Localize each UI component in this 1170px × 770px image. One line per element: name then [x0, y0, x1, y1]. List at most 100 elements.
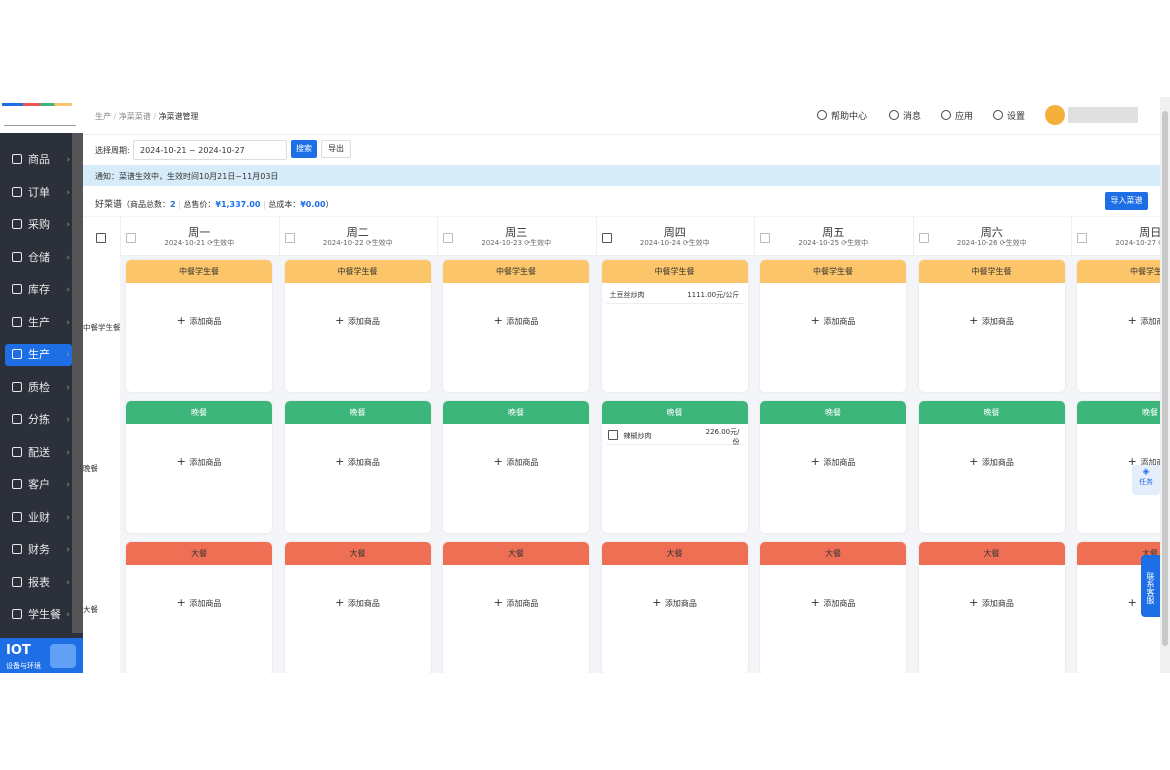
add-label: 添加商品 [347, 317, 380, 326]
day-checkbox[interactable] [1077, 233, 1087, 243]
menu-item[interactable]: 学生餐 › [5, 604, 72, 626]
item-checkbox[interactable] [607, 430, 618, 440]
add-product[interactable]: + 添加商品 [969, 596, 1014, 609]
add-label: 添加商品 [981, 599, 1014, 608]
date-range-text: 2024-10-21 ~ 2024-10-27 [140, 146, 245, 155]
col-divider [754, 217, 755, 255]
header-action[interactable]: 设置 [993, 109, 1025, 122]
menu-item[interactable]: 采购 › [5, 214, 72, 236]
menu-item[interactable]: 分拣 › [5, 409, 72, 431]
avatar[interactable] [1045, 105, 1065, 125]
menu-item[interactable]: 库存 › [5, 279, 72, 301]
cost: ¥0.00 [300, 200, 326, 209]
import-button[interactable]: 导入菜谱 [1105, 192, 1148, 210]
menu-item[interactable]: 生产 › [5, 312, 72, 334]
add-product[interactable]: + 添加商品 [176, 596, 222, 609]
header: 生产 / 净菜菜谱 / 净菜谱管理 帮助中心 消息 应用 设置 [83, 97, 1160, 135]
add-product[interactable]: + 添加商品 [176, 455, 222, 468]
menu-item[interactable]: 商品 › [5, 149, 72, 171]
day-date: 2024-10-23 [481, 239, 523, 247]
select-all[interactable] [96, 233, 106, 243]
meal-card: 大餐 + 添加商品 [284, 542, 431, 673]
breadcrumb-item[interactable]: 净菜谱管理 [158, 112, 199, 121]
add-label: 添加商品 [1140, 458, 1160, 467]
row-label-cell [83, 396, 120, 538]
date-range[interactable]: 2024-10-21 ~ 2024-10-27 [133, 140, 287, 160]
meal-card-title: 晚餐 [601, 401, 748, 424]
add-product[interactable]: + 添加商品 [1077, 314, 1160, 327]
header-action[interactable]: 应用 [941, 109, 973, 122]
task-button[interactable]: ◈ 任务 [1132, 465, 1160, 495]
menu-item[interactable]: 生产 › [5, 344, 72, 366]
menu-label: 财务 [28, 543, 50, 556]
header-action[interactable]: 消息 [889, 109, 921, 122]
menu-label: 配送 [28, 445, 50, 459]
col-divider [278, 217, 280, 255]
add-product[interactable]: + 添加商品 [335, 314, 380, 327]
action-icon [817, 110, 827, 120]
meal-card-title: 中餐学生餐 [284, 260, 431, 283]
sidebar-scrollbar [72, 133, 83, 633]
menu-item[interactable]: 报表 › [5, 572, 72, 594]
item-name: 辣椒炒肉 [623, 432, 652, 440]
day-date: 2024-10-26 [956, 239, 998, 247]
day-checkbox[interactable] [126, 233, 136, 243]
day-date: 2024-10-24 [639, 239, 681, 247]
meal-card: 晚餐 + 添加商品 [284, 401, 431, 533]
meal-card-title: 晚餐 [126, 401, 272, 424]
day-date: 2024-10-27 [1115, 239, 1157, 247]
menu-label: 客户 [28, 478, 50, 491]
day-checkbox[interactable] [760, 233, 770, 243]
menu-item[interactable]: 订单 › [5, 182, 72, 204]
day-name: 周五 [822, 226, 845, 239]
add-product[interactable]: + 添加商品 [969, 314, 1014, 327]
menu-item-row[interactable]: 土豆丝炒肉 1111.00元/公斤 [605, 283, 744, 304]
day-checkbox[interactable] [443, 233, 453, 243]
breadcrumb-item[interactable]: 净菜菜谱 [118, 112, 151, 121]
item-name: 土豆丝炒肉 [609, 291, 645, 299]
add-product[interactable]: + 添加商品 [810, 455, 856, 468]
add-product[interactable]: + 添加商品 [810, 314, 856, 327]
meal-card: 大餐 + 添加商品 [918, 542, 1065, 673]
meal-card-title: 大餐 [443, 542, 589, 565]
add-label: 添加商品 [981, 458, 1014, 467]
add-product[interactable]: + 添加商品 [969, 455, 1014, 468]
iot-card[interactable]: IOT 设备与环境 [0, 638, 83, 673]
add-label: 添加商品 [189, 317, 222, 326]
menu-item[interactable]: 仓储 › [5, 247, 72, 269]
add-product[interactable]: + 添加商品 [335, 596, 380, 609]
add-product[interactable]: + 添加商品 [493, 596, 539, 609]
add-product[interactable]: + 添加商品 [493, 314, 539, 327]
menu-item[interactable]: 配送 › [5, 442, 72, 464]
menu-item[interactable]: 客户 › [5, 474, 72, 496]
menu-item[interactable]: 业财 › [5, 507, 72, 529]
menu-item[interactable]: 质检 › [5, 377, 72, 399]
add-product[interactable]: + 添加商品 [652, 596, 697, 609]
search-button[interactable]: 搜索 [291, 140, 317, 158]
row-label-cell [83, 537, 120, 673]
task-label: 任务 [1139, 478, 1153, 486]
add-product[interactable]: + 添加商品 [176, 314, 222, 327]
menu-item-row[interactable]: 辣椒炒肉 226.00元/份 [605, 424, 744, 446]
add-product[interactable]: + 添加商品 [335, 455, 380, 468]
service-button[interactable]: 联系客服 [1141, 555, 1160, 617]
col-divider [595, 217, 597, 255]
day-checkbox[interactable] [601, 233, 612, 243]
header-action[interactable]: 帮助中心 [817, 109, 867, 122]
meal-card-title: 晚餐 [1077, 401, 1160, 424]
day-checkbox[interactable] [918, 233, 929, 243]
meal-card-title: 大餐 [126, 542, 272, 565]
breadcrumb-item[interactable]: 生产 [95, 112, 111, 121]
add-product[interactable]: + 添加商品 [1077, 455, 1160, 468]
menu-label: 业财 [28, 510, 50, 524]
add-label: 添加商品 [823, 317, 856, 326]
day-name: 周二 [346, 226, 369, 239]
day-checkbox[interactable] [284, 233, 295, 243]
add-product[interactable]: + 添加商品 [810, 596, 856, 609]
meal-card: 大餐 + 添加商品 [443, 542, 589, 673]
export-button[interactable]: 导出 [321, 140, 351, 158]
day-date-line: 2024-10-23 ⟳生效中 [481, 239, 552, 247]
notice: 通知：菜谱生效中，生效时间10月21日~11月03日 [95, 172, 279, 181]
add-product[interactable]: + 添加商品 [493, 455, 539, 468]
menu-item[interactable]: 财务 › [5, 539, 72, 561]
